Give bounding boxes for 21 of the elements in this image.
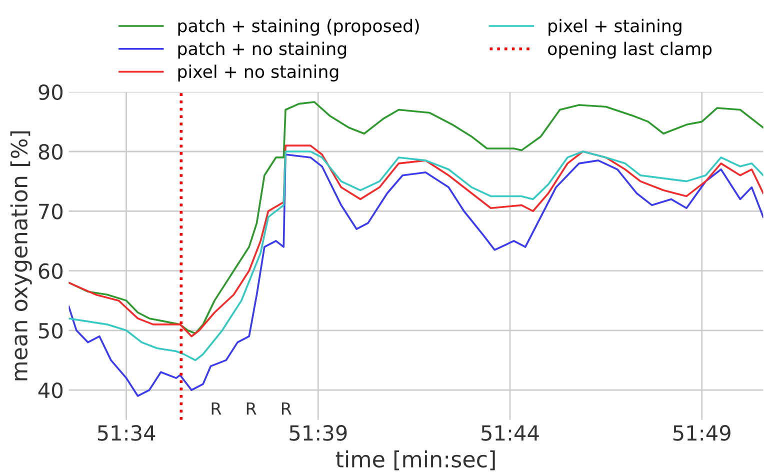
- y-tick-label: 90: [38, 84, 63, 100]
- x-tick-label: 51:34: [98, 425, 156, 441]
- legend-label: opening last clamp: [548, 42, 712, 59]
- x-axis-title: time [min:sec]: [336, 450, 495, 470]
- x-tick-label: 51:44: [482, 425, 539, 441]
- y-tick-label: 80: [38, 144, 63, 160]
- annotation: R: [212, 402, 222, 415]
- x-tick-label: 51:39: [290, 425, 347, 441]
- legend-label: patch + staining (proposed): [178, 18, 419, 36]
- legend-label: patch + no staining: [178, 42, 346, 59]
- annotation: R: [282, 402, 292, 415]
- y-tick-label: 40: [38, 382, 63, 398]
- legend-label: pixel + no staining: [178, 64, 338, 82]
- line-series: [68, 154, 764, 397]
- annotation: R: [246, 402, 256, 415]
- x-tick-label: 51:49: [673, 425, 730, 441]
- y-tick-label: 70: [39, 204, 63, 220]
- y-tick-label: 50: [38, 322, 63, 339]
- y-tick-label: 60: [38, 263, 63, 279]
- legend-label: pixel + staining: [548, 18, 682, 36]
- y-axis-title: mean oxygenation [%]: [10, 131, 32, 380]
